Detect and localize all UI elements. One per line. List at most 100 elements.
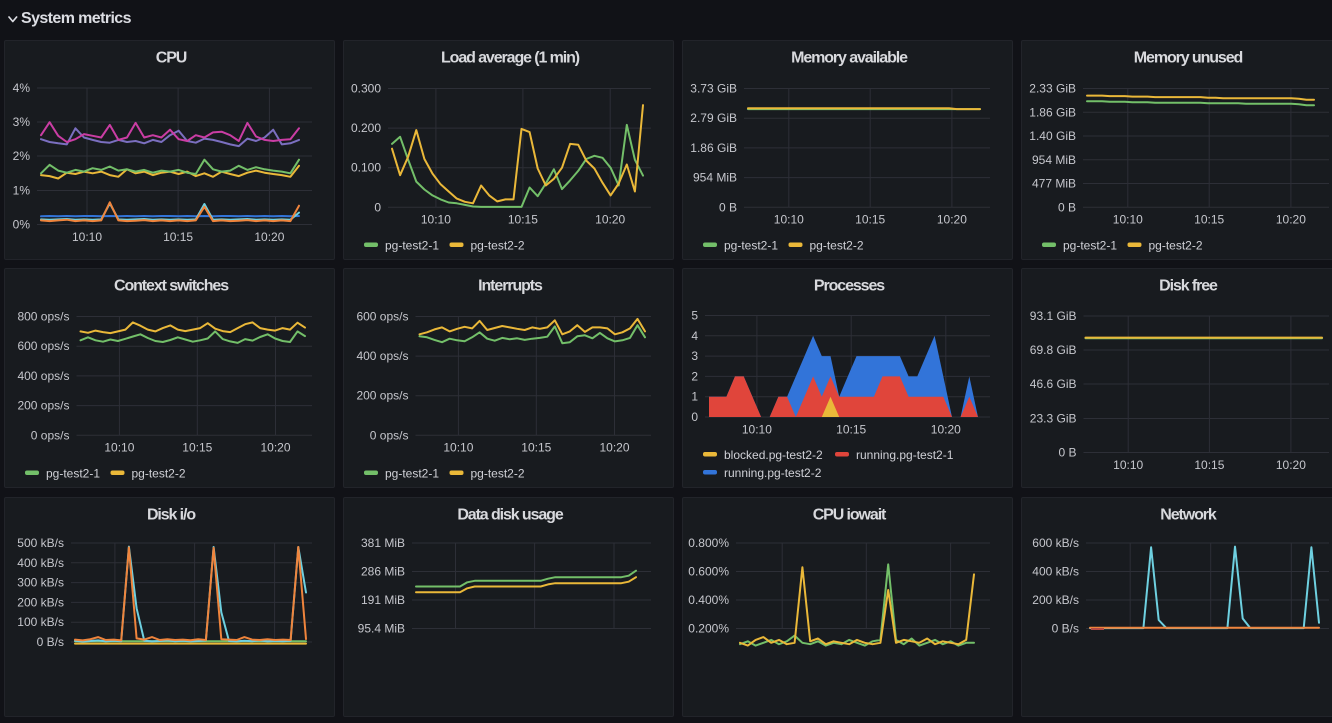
svg-text:4: 4 (691, 329, 698, 343)
svg-text:381 MiB: 381 MiB (361, 536, 405, 550)
svg-text:pg-test2-2: pg-test2-2 (132, 467, 186, 481)
svg-text:954 MiB: 954 MiB (693, 171, 737, 185)
svg-text:0.100: 0.100 (351, 161, 381, 175)
svg-text:954 MiB: 954 MiB (1032, 153, 1076, 167)
svg-text:10:15: 10:15 (182, 441, 212, 455)
svg-text:Network: Network (1160, 507, 1217, 524)
svg-text:0 ops/s: 0 ops/s (31, 428, 70, 442)
svg-text:CPU: CPU (156, 50, 187, 67)
svg-text:1.86 GiB: 1.86 GiB (690, 141, 737, 155)
svg-text:95.4 MiB: 95.4 MiB (358, 622, 405, 636)
svg-text:pg-test2-1: pg-test2-1 (385, 239, 439, 253)
svg-text:1: 1 (691, 390, 698, 404)
svg-text:Memory unused: Memory unused (1134, 50, 1243, 67)
svg-text:10:10: 10:10 (1113, 213, 1143, 227)
svg-text:10:15: 10:15 (508, 213, 538, 227)
svg-text:10:20: 10:20 (599, 441, 629, 455)
svg-text:5: 5 (691, 309, 698, 323)
svg-text:0: 0 (691, 410, 698, 424)
svg-text:300 kB/s: 300 kB/s (17, 576, 64, 590)
svg-text:0 B: 0 B (1058, 446, 1076, 460)
svg-text:Memory available: Memory available (791, 50, 908, 67)
svg-text:500 kB/s: 500 kB/s (17, 536, 64, 550)
svg-text:10:10: 10:10 (443, 441, 473, 455)
svg-text:1.86 GiB: 1.86 GiB (1029, 105, 1076, 119)
svg-text:10:20: 10:20 (254, 230, 284, 244)
svg-text:10:10: 10:10 (742, 423, 772, 437)
svg-text:1%: 1% (13, 184, 31, 198)
svg-text:10:10: 10:10 (774, 213, 804, 227)
svg-text:Context switches: Context switches (114, 278, 229, 295)
svg-text:Disk free: Disk free (1159, 278, 1218, 295)
svg-text:pg-test2-2: pg-test2-2 (1149, 239, 1203, 253)
svg-text:pg-test2-2: pg-test2-2 (471, 467, 525, 481)
svg-text:200 kB/s: 200 kB/s (17, 595, 64, 609)
svg-text:10:15: 10:15 (836, 423, 866, 437)
svg-text:3%: 3% (13, 115, 31, 129)
svg-text:Disk i/o: Disk i/o (147, 507, 196, 524)
svg-text:blocked.pg-test2-2: blocked.pg-test2-2 (724, 448, 823, 462)
svg-text:2.33 GiB: 2.33 GiB (1029, 82, 1076, 96)
svg-text:0.200%: 0.200% (688, 622, 729, 636)
svg-text:46.6 GiB: 46.6 GiB (1030, 377, 1077, 391)
svg-text:0.600%: 0.600% (688, 565, 729, 579)
svg-text:3.73 GiB: 3.73 GiB (690, 82, 737, 96)
svg-text:600 kB/s: 600 kB/s (1032, 536, 1079, 550)
svg-text:10:15: 10:15 (1194, 213, 1224, 227)
svg-text:69.8 GiB: 69.8 GiB (1030, 343, 1077, 357)
svg-text:10:10: 10:10 (104, 441, 134, 455)
svg-text:10:10: 10:10 (1113, 458, 1143, 472)
svg-text:10:20: 10:20 (260, 441, 290, 455)
svg-text:pg-test2-2: pg-test2-2 (810, 239, 864, 253)
svg-text:0 ops/s: 0 ops/s (370, 428, 409, 442)
svg-text:10:20: 10:20 (931, 423, 961, 437)
svg-text:10:20: 10:20 (1276, 213, 1306, 227)
svg-text:0.300: 0.300 (351, 82, 381, 96)
svg-text:pg-test2-2: pg-test2-2 (471, 239, 525, 253)
svg-text:10:15: 10:15 (1194, 458, 1224, 472)
svg-text:pg-test2-1: pg-test2-1 (46, 467, 100, 481)
svg-text:100 kB/s: 100 kB/s (17, 615, 64, 629)
svg-text:Load average (1 min): Load average (1 min) (441, 50, 580, 67)
svg-text:0 B: 0 B (719, 200, 737, 214)
svg-text:0 B: 0 B (1058, 200, 1076, 214)
svg-text:200 ops/s: 200 ops/s (17, 399, 69, 413)
svg-text:400 ops/s: 400 ops/s (356, 349, 408, 363)
svg-text:2: 2 (691, 369, 698, 383)
svg-text:Processes: Processes (814, 278, 885, 295)
svg-text:0: 0 (374, 200, 381, 214)
svg-text:10:20: 10:20 (937, 213, 967, 227)
svg-text:Interrupts: Interrupts (478, 278, 543, 295)
svg-text:10:20: 10:20 (595, 213, 625, 227)
svg-text:0 B/s: 0 B/s (37, 635, 64, 649)
svg-text:CPU iowait: CPU iowait (813, 507, 887, 524)
svg-text:200 kB/s: 200 kB/s (1032, 593, 1079, 607)
svg-text:10:10: 10:10 (421, 213, 451, 227)
svg-text:200 ops/s: 200 ops/s (356, 389, 408, 403)
svg-text:10:15: 10:15 (855, 213, 885, 227)
svg-text:pg-test2-1: pg-test2-1 (724, 239, 778, 253)
svg-text:10:15: 10:15 (163, 230, 193, 244)
svg-text:pg-test2-1: pg-test2-1 (385, 467, 439, 481)
svg-text:0%: 0% (13, 218, 31, 232)
svg-text:191 MiB: 191 MiB (361, 593, 405, 607)
svg-text:10:10: 10:10 (72, 230, 102, 244)
svg-text:23.3 GiB: 23.3 GiB (1030, 412, 1077, 426)
svg-text:477 MiB: 477 MiB (1032, 177, 1076, 191)
svg-text:93.1 GiB: 93.1 GiB (1030, 309, 1077, 323)
svg-text:0.200: 0.200 (351, 121, 381, 135)
svg-text:400 ops/s: 400 ops/s (17, 369, 69, 383)
svg-text:running.pg-test2-1: running.pg-test2-1 (856, 448, 954, 462)
svg-text:3: 3 (691, 349, 698, 363)
svg-text:400 kB/s: 400 kB/s (17, 556, 64, 570)
svg-text:600 ops/s: 600 ops/s (17, 339, 69, 353)
svg-text:10:15: 10:15 (521, 441, 551, 455)
svg-text:2.79 GiB: 2.79 GiB (690, 111, 737, 125)
svg-text:400 kB/s: 400 kB/s (1032, 565, 1079, 579)
svg-text:running.pg-test2-2: running.pg-test2-2 (724, 466, 822, 480)
svg-text:0 B/s: 0 B/s (1052, 622, 1079, 636)
svg-text:pg-test2-1: pg-test2-1 (1063, 239, 1117, 253)
svg-text:0.400%: 0.400% (688, 593, 729, 607)
svg-text:4%: 4% (13, 81, 31, 95)
svg-text:2%: 2% (13, 149, 31, 163)
